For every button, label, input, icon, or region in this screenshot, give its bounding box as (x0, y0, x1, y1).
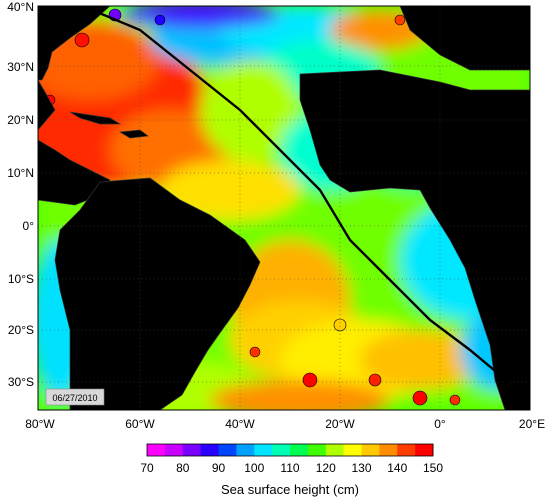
lat-tick-10n: 10°N (7, 166, 34, 180)
colorbar-swatch (147, 444, 166, 456)
lat-tick-30s: 30°S (8, 375, 34, 389)
colorbar-swatch (254, 444, 273, 456)
colorbar-swatch (361, 444, 380, 456)
colorbar-title: Sea surface height (cm) (221, 482, 359, 497)
lon-tick-80w: 80°W (25, 417, 55, 431)
north-america-landmass (38, 6, 111, 81)
colorbar-swatch (307, 444, 327, 456)
plot-frame (37, 5, 531, 411)
lat-tick-40n: 40°N (7, 0, 34, 14)
lon-tick-0: 0° (434, 417, 446, 431)
hispaniola-island (118, 129, 149, 139)
caribbean-islands (69, 111, 122, 125)
colorbar-swatch (272, 444, 291, 456)
central-america-landmass (38, 139, 111, 206)
colorbar-swatch (218, 444, 237, 456)
lat-tick-20n: 20°N (7, 113, 34, 127)
colorbar-swatch (182, 444, 202, 456)
lon-tick-60w: 60°W (125, 417, 155, 431)
colorbar-tick-70: 70 (140, 461, 154, 475)
lat-tick-20s: 20°S (8, 323, 34, 337)
date-stamp: 06/27/2010 (52, 393, 97, 403)
colorbar-tick-90: 90 (212, 461, 226, 475)
colorbar-swatch (325, 444, 345, 456)
colorbar-swatch (200, 444, 220, 456)
lon-tick-20w: 20°W (325, 417, 355, 431)
colorbar-tick-150: 150 (423, 461, 443, 475)
lat-tick-0: 0° (23, 219, 35, 233)
colorbar-swatch (290, 444, 309, 456)
colorbar-swatch (397, 444, 416, 456)
south-america-landmass (54, 177, 261, 410)
gulf-coast-landmass (38, 79, 56, 131)
colorbar-frame (146, 443, 434, 457)
graticule (38, 6, 530, 410)
colorbar-tick-labels: 70 80 90 100 110 120 130 140 150 (140, 461, 443, 475)
land (38, 6, 530, 410)
colorbar (147, 444, 434, 456)
colorbar-swatch (379, 444, 398, 456)
plot-area (38, 6, 530, 410)
lon-tick-40w: 40°W (225, 417, 255, 431)
colorbar-swatch (236, 444, 255, 456)
lon-tick-labels: 80°W 60°W 40°W 20°W 0° 20°E (25, 417, 545, 431)
lon-tick-20e: 20°E (519, 417, 545, 431)
colorbar-tick-140: 140 (387, 461, 407, 475)
date-stamp-box (45, 388, 105, 406)
ship-track-line (91, 8, 527, 399)
lat-tick-labels: 40°N 30°N 20°N 10°N 0° 10°S 20°S 30°S (7, 0, 34, 389)
colorbar-swatch (164, 444, 184, 456)
lat-tick-10s: 10°S (8, 272, 34, 286)
colorbar-tick-110: 110 (280, 461, 299, 475)
africa-landmass (299, 69, 530, 410)
colorbar-tick-100: 100 (244, 461, 264, 475)
colorbar-swatch (343, 444, 363, 456)
colorbar-tick-120: 120 (316, 461, 336, 475)
colorbar-swatch (415, 444, 434, 456)
lat-tick-30n: 30°N (7, 60, 34, 74)
colorbar-tick-80: 80 (176, 461, 190, 475)
europe-landmass (399, 6, 530, 71)
colorbar-tick-130: 130 (351, 461, 371, 475)
